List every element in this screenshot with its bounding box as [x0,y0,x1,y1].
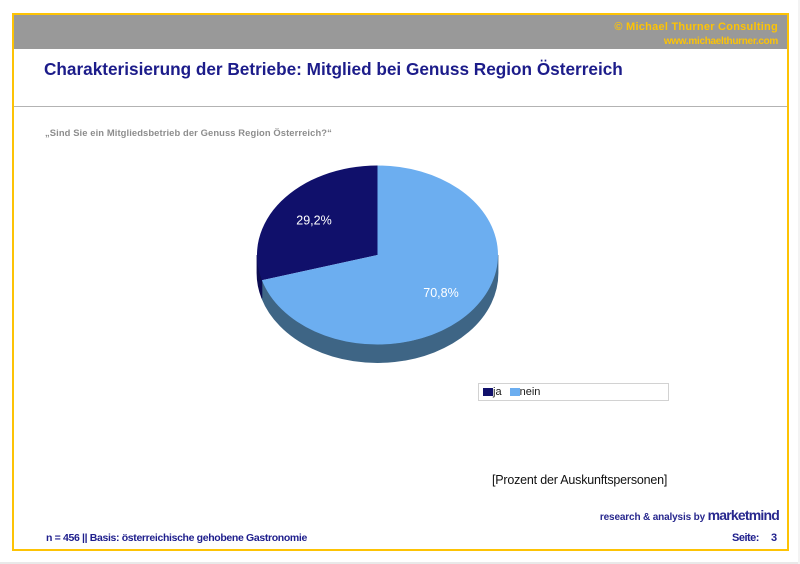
svg-text:70,8%: 70,8% [423,286,458,300]
svg-text:29,2%: 29,2% [296,214,331,228]
